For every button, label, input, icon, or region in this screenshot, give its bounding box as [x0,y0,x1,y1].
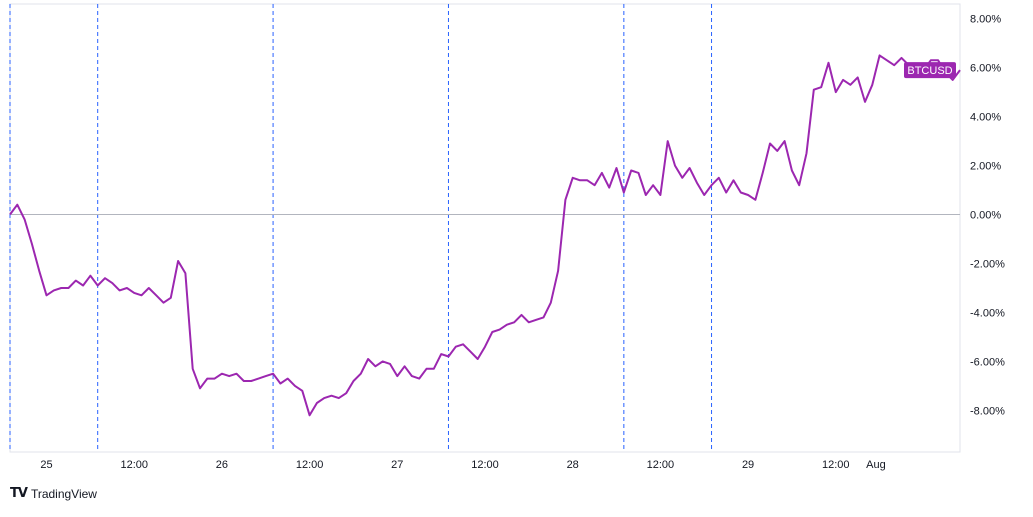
y-tick-label: 4.00% [970,112,1001,124]
brand-name: TradingView [30,486,97,501]
x-tick-label: Aug [866,459,886,471]
series-label-btcusd[interactable]: BTCUSD [904,62,956,79]
plot-frame [9,3,961,453]
x-tick-label: 12:00 [296,459,324,471]
y-tick-label: 8.00% [970,14,1001,26]
x-tick-label: 12:00 [120,459,148,471]
x-tick-label: 29 [742,459,754,471]
x-axis: 25 12:00 26 12:00 27 12:00 28 12:00 29 12:00 Aug [40,459,885,471]
series-line-btcusd[interactable] [9,54,961,417]
series-label-box [904,62,956,79]
y-tick-label: -2.00% [970,258,1005,270]
x-tick-label: 28 [567,459,579,471]
series-layer [9,54,961,417]
legend: BTCUSD [904,62,956,79]
x-tick-label: 12:00 [647,459,675,471]
y-axis: 8.00% 6.00% 4.00% 2.00% 0.00% -2.00% -4.00% -6.… [970,14,1005,418]
grid-layer [9,3,961,453]
x-tick-label: 25 [40,459,52,471]
y-tick-label: 6.00% [970,63,1001,75]
x-tick-label: 26 [216,459,228,471]
y-tick-label: 0.00% [970,210,1001,222]
tradingview-logo-icon: TV [10,486,28,501]
x-tick-label: 12:00 [471,459,499,471]
series-label-text: BTCUSD [907,65,952,77]
x-tick-label: 12:00 [822,459,850,471]
y-tick-label: -4.00% [970,307,1005,319]
y-tick-label: -6.00% [970,356,1005,368]
y-tick-label: 2.00% [970,161,1001,173]
x-tick-label: 27 [391,459,403,471]
brand[interactable]: TV TradingView [10,486,97,501]
y-tick-label: -8.00% [970,405,1005,417]
